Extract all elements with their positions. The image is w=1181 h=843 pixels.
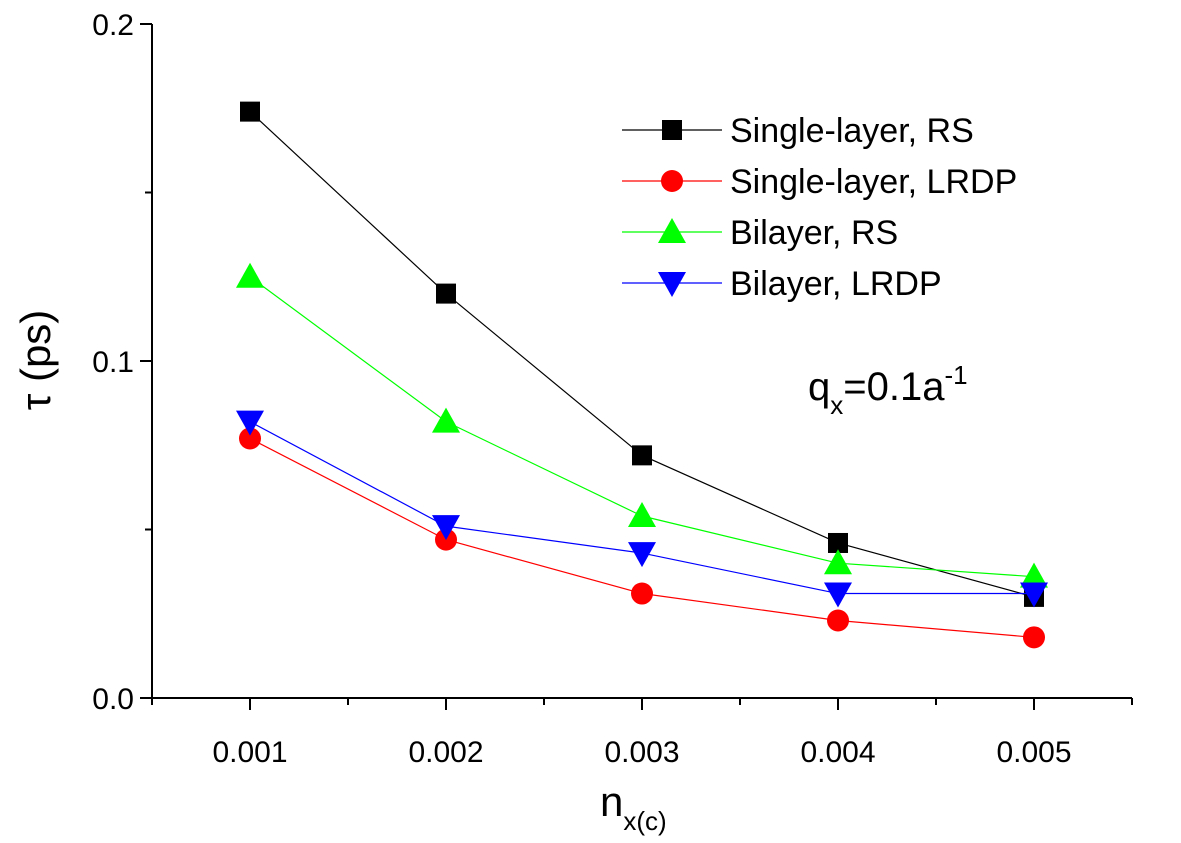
x-tick-label: 0.001	[212, 736, 287, 769]
annotation-sup: -1	[944, 360, 967, 390]
data-point	[1020, 582, 1048, 608]
data-point	[239, 427, 261, 450]
y-tick-label: 0.2	[92, 9, 134, 42]
series-line	[249, 276, 1035, 578]
y-tick-label: 0.1	[92, 346, 134, 379]
annotation-base: q	[808, 365, 830, 409]
data-point	[432, 515, 460, 541]
y-tick-label: 0.0	[92, 683, 134, 716]
data-point	[1020, 562, 1048, 588]
x-axis-title-sub: x(c)	[623, 806, 666, 836]
data-point	[828, 532, 848, 553]
legend-label: Single-layer, LRDP	[730, 163, 1017, 201]
series-layer	[236, 101, 1048, 649]
x-tick-label: 0.003	[604, 736, 679, 769]
data-point	[824, 582, 852, 608]
legend-marker	[658, 272, 686, 297]
annotation: qx=0.1a-1	[808, 360, 968, 420]
axes: 0.0 0.1 0.2 0.001 0.002 0.003 0.004 0.005	[92, 9, 1133, 769]
legend-label: Bilayer, LRDP	[730, 265, 942, 303]
x-axis-title: nx(c)	[600, 778, 667, 836]
legend-marker	[661, 170, 683, 192]
x-tick-label: 0.005	[996, 736, 1071, 769]
y-axis-title: τ (ps)	[12, 310, 59, 411]
data-point	[240, 101, 260, 122]
annotation-middle: =0.1a	[843, 365, 945, 409]
data-point	[628, 542, 656, 568]
legend-entry: Single-layer, LRDP	[622, 163, 1017, 201]
legend: Single-layer, RS Single-layer, LRDP Bilaye…	[622, 112, 1017, 303]
annotation-sub: x	[830, 390, 843, 420]
legend-label: Single-layer, RS	[730, 112, 974, 150]
x-tick-label: 0.002	[408, 736, 483, 769]
data-point	[827, 609, 849, 632]
data-point	[1023, 626, 1045, 649]
legend-entry: Bilayer, LRDP	[622, 265, 942, 303]
legend-entry: Single-layer, RS	[622, 112, 974, 150]
data-point	[632, 445, 652, 466]
x-axis-title-main: n	[600, 778, 623, 825]
data-point	[628, 502, 656, 528]
series-2	[236, 262, 1048, 588]
data-point	[824, 549, 852, 575]
data-point	[436, 283, 456, 304]
legend-label: Bilayer, RS	[730, 214, 898, 252]
data-point	[236, 410, 264, 436]
data-point	[236, 262, 264, 288]
x-tick-label: 0.004	[800, 736, 875, 769]
legend-marker	[662, 120, 682, 140]
legend-marker	[658, 218, 686, 243]
series-line	[249, 437, 1035, 638]
legend-entry: Bilayer, RS	[622, 214, 898, 252]
data-point	[631, 582, 653, 605]
series-3	[236, 410, 1048, 608]
data-point	[432, 407, 460, 433]
